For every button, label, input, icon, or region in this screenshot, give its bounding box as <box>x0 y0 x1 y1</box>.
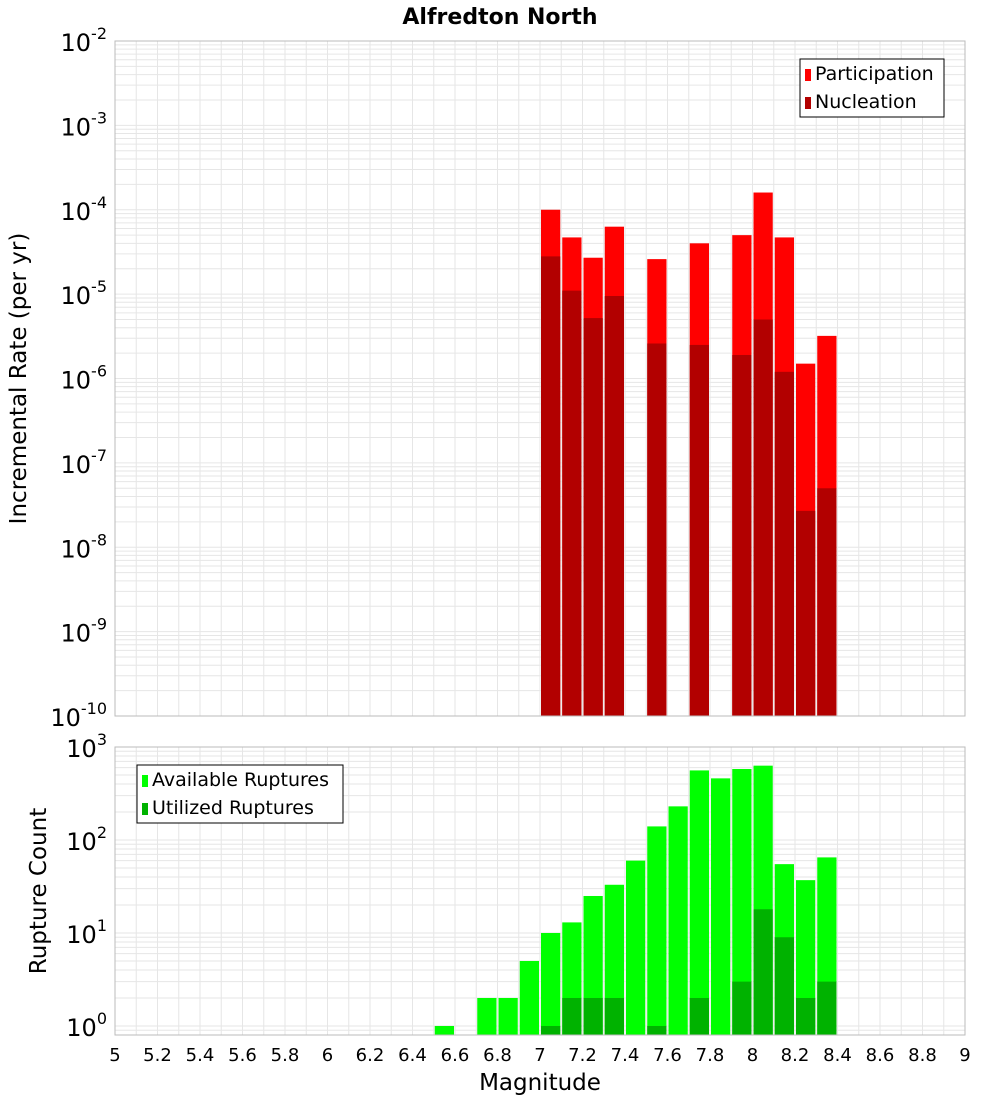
rate-plot: 10-10 10-9 10-8 10-7 10-6 10-5 10-4 10-3 10-2 Inc… <box>6 24 966 732</box>
bar <box>541 1025 561 1035</box>
x-tick-label: 7.2 <box>568 1045 597 1066</box>
series-utilized-ruptures <box>541 909 837 1035</box>
x-tick-label: 6.6 <box>441 1045 470 1066</box>
legend-entry: Participation <box>815 63 934 85</box>
y-tick-label: 10-6 <box>61 362 108 395</box>
bar <box>774 937 794 1035</box>
bar <box>604 296 624 716</box>
x-tick-label: 6.8 <box>483 1045 512 1066</box>
y-tick-label: 102 <box>66 823 107 856</box>
x-tick-label: 5 <box>109 1045 120 1066</box>
bar <box>817 488 837 716</box>
x-tick-label: 7.4 <box>611 1045 640 1066</box>
bar <box>498 997 518 1035</box>
bar <box>647 343 667 716</box>
bar <box>732 769 752 1035</box>
y-tick-label: 10-4 <box>61 193 108 226</box>
count-plot: 100 101 102 103 Rupture Count Available Ruptu… <box>26 730 971 1096</box>
legend-swatch <box>805 69 811 81</box>
x-tick-label: 8.6 <box>866 1045 895 1066</box>
bar <box>583 318 603 716</box>
bar <box>796 997 816 1035</box>
series-nucleation <box>541 256 837 716</box>
bar <box>519 960 539 1035</box>
bar <box>562 997 582 1035</box>
bar <box>668 806 688 1035</box>
bar <box>753 909 773 1035</box>
bar <box>753 319 773 716</box>
bar <box>604 997 624 1035</box>
x-tick-label: 5.4 <box>186 1045 215 1066</box>
bar <box>647 1025 667 1035</box>
x-tick-label: 6.4 <box>398 1045 427 1066</box>
y-tick-label: 103 <box>66 730 107 763</box>
x-tick-label: 7.8 <box>696 1045 725 1066</box>
bar <box>711 778 731 1035</box>
grid <box>114 41 966 717</box>
bar <box>732 981 752 1035</box>
bar <box>817 981 837 1035</box>
bar <box>689 770 709 1035</box>
bar <box>774 371 794 716</box>
bar <box>796 510 816 716</box>
y-tick-label: 10-8 <box>61 530 108 563</box>
legend-swatch <box>142 775 148 787</box>
bar <box>604 884 624 1035</box>
x-tick-label: 5.6 <box>228 1045 257 1066</box>
bar <box>541 932 561 1035</box>
bar <box>689 997 709 1035</box>
legend: Participation Nucleation <box>799 58 945 118</box>
bar <box>626 860 646 1035</box>
bar <box>541 256 561 716</box>
x-tick-label: 6 <box>322 1045 333 1066</box>
x-tick-label: 9 <box>959 1045 970 1066</box>
legend: Available Ruptures Utilized Ruptures <box>136 764 344 824</box>
x-tick-label: 8 <box>747 1045 758 1066</box>
legend-entry: Nucleation <box>815 91 917 113</box>
legend-swatch <box>142 803 148 815</box>
bar <box>647 826 667 1035</box>
bar <box>732 354 752 716</box>
x-tick-label: 6.2 <box>356 1045 385 1066</box>
y-tick-label: 100 <box>66 1009 107 1042</box>
x-tick-label: 8.8 <box>908 1045 937 1066</box>
x-axis-label: Magnitude <box>479 1070 601 1096</box>
chart-title: Alfredton North <box>402 5 597 30</box>
bar <box>583 997 603 1035</box>
x-tick-label: 7.6 <box>653 1045 682 1066</box>
y-axis-label: Rupture Count <box>26 808 52 974</box>
plot-frame <box>114 746 966 1036</box>
plot-frame <box>114 40 966 717</box>
y-tick-label: 10-5 <box>61 277 108 310</box>
bar <box>477 997 497 1035</box>
y-tick-label: 10-9 <box>61 615 108 648</box>
x-tick-label: 5.8 <box>271 1045 300 1066</box>
y-axis-label: Incremental Rate (per yr) <box>6 233 32 525</box>
x-tick-label: 5.2 <box>143 1045 172 1066</box>
x-tick-label: 8.4 <box>823 1045 852 1066</box>
bar <box>434 1025 454 1035</box>
x-tick-label: 7 <box>534 1045 545 1066</box>
legend-entry: Available Ruptures <box>152 769 329 791</box>
legend-swatch <box>805 97 811 109</box>
x-axis: 5 5.2 5.4 5.6 5.8 6 6.2 6.4 6.6 6.8 7 7.2 7.4 7.6 7.8 8… <box>109 1045 970 1096</box>
y-tick-label: 10-2 <box>61 24 108 57</box>
legend-entry: Utilized Ruptures <box>152 797 314 819</box>
bar <box>689 344 709 716</box>
y-tick-label: 10-10 <box>50 699 107 732</box>
bar <box>562 290 582 716</box>
y-tick-label: 101 <box>66 916 107 949</box>
y-tick-label: 10-3 <box>61 108 108 141</box>
y-tick-label: 10-7 <box>61 446 108 479</box>
bar <box>796 880 816 1035</box>
x-tick-label: 8.2 <box>781 1045 810 1066</box>
